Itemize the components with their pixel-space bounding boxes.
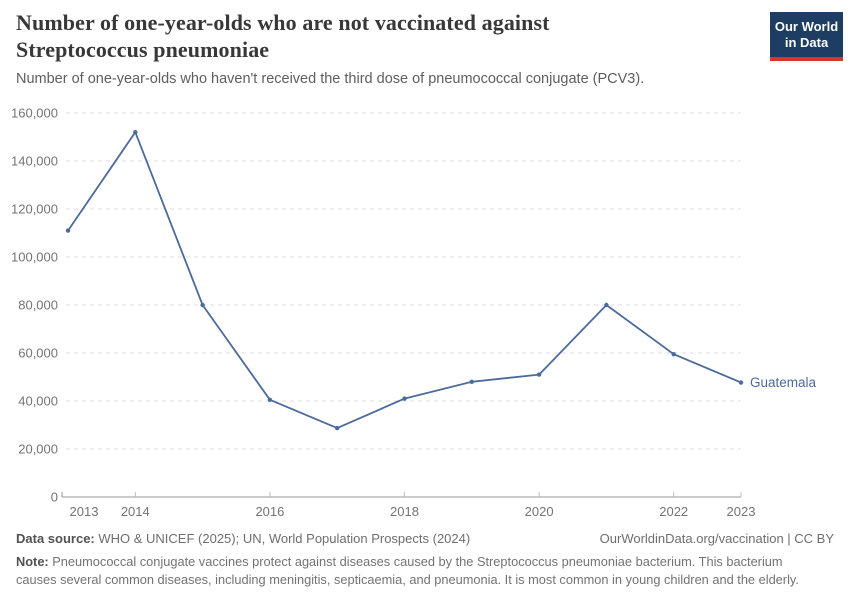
data-point[interactable] [267, 397, 273, 402]
data-point[interactable] [604, 302, 609, 308]
x-tick-label: 2014 [121, 504, 150, 519]
data-point[interactable] [469, 379, 474, 384]
note-label: Note: [16, 554, 49, 569]
x-tick-label: 2016 [255, 504, 284, 519]
x-tick-label: 2022 [659, 504, 688, 519]
owid-logo-line2: in Data [784, 35, 829, 50]
owid-logo[interactable]: Our World in Data [770, 12, 843, 61]
x-tick-label: 2018 [390, 504, 419, 519]
y-tick-label: 80,000 [18, 298, 58, 313]
y-tick-label: 60,000 [18, 346, 58, 361]
y-tick-label: 20,000 [18, 442, 58, 457]
chart-footer: Data source: WHO & UNICEF (2025); UN, Wo… [16, 531, 834, 589]
note-value: Pneumococcal conjugate vaccines protect … [16, 554, 799, 587]
data-source-text: Data source: WHO & UNICEF (2025); UN, Wo… [16, 531, 470, 546]
data-point[interactable] [200, 302, 205, 308]
y-tick-label: 40,000 [18, 394, 58, 409]
entity-label[interactable]: Guatemala [750, 375, 817, 390]
data-source-label: Data source: [16, 531, 95, 546]
owid-logo-line1: Our World [774, 19, 839, 34]
chart-title: Number of one-year-olds who are not vacc… [16, 10, 550, 62]
data-point[interactable] [738, 380, 744, 385]
data-point[interactable] [65, 228, 71, 233]
x-tick-label: 2020 [525, 504, 554, 519]
y-tick-label: 0 [51, 490, 58, 505]
note-row: Note: Pneumococcal conjugate vaccines pr… [16, 553, 816, 589]
data-point[interactable] [402, 396, 407, 401]
source-row: Data source: WHO & UNICEF (2025); UN, Wo… [16, 531, 834, 546]
owid-link[interactable]: OurWorldinData.org/vaccination | CC BY [599, 531, 834, 546]
x-tick-label: 2023 [727, 504, 756, 519]
y-tick-label: 120,000 [11, 202, 58, 217]
data-point[interactable] [133, 130, 138, 135]
chart-subtitle: Number of one-year-olds who haven't rece… [16, 71, 645, 87]
y-tick-label: 140,000 [11, 154, 58, 169]
x-tick-label: 2013 [70, 504, 99, 519]
y-tick-label: 160,000 [11, 106, 58, 121]
data-point[interactable] [536, 372, 542, 377]
data-source-value: WHO & UNICEF (2025); UN, World Populatio… [94, 531, 471, 546]
data-point[interactable] [671, 352, 676, 357]
data-line[interactable] [67, 131, 742, 430]
y-tick-label: 100,000 [11, 250, 58, 265]
data-point[interactable] [335, 425, 340, 431]
